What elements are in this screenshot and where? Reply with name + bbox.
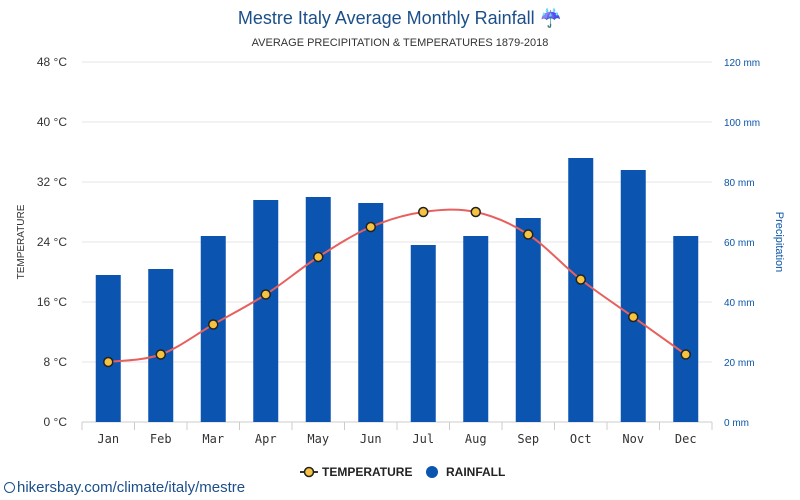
legend: TEMPERATURE RAINFALL	[300, 465, 505, 479]
temperature-point[interactable]	[365, 221, 376, 233]
temperature-line	[108, 208, 687, 363]
right-tick-label: 60 mm	[724, 238, 755, 249]
rainfall-bar[interactable]	[148, 269, 174, 422]
chart-title: Mestre Italy Average Monthly Rainfall ☔	[238, 7, 562, 28]
x-tick-label: Nov	[622, 432, 644, 446]
source-link[interactable]: hikersbay.com/climate/italy/mestre	[4, 479, 245, 496]
temperature-point[interactable]	[418, 206, 429, 218]
left-tick-label: 16 °C	[37, 295, 67, 309]
x-tick-label: May	[307, 432, 329, 446]
legend-item-temperature[interactable]: TEMPERATURE	[300, 465, 412, 479]
right-tick-label: 120 mm	[724, 58, 760, 69]
temperature-point[interactable]	[575, 274, 586, 285]
rainfall-bar[interactable]	[410, 245, 436, 422]
right-axis-ticks: 0 mm 20 mm 40 mm 60 mm 80 mm 100 mm 120 mm	[724, 58, 760, 429]
x-tick-label: Jan	[97, 432, 119, 446]
left-tick-label: 8 °C	[44, 355, 68, 369]
rainfall-bar[interactable]	[463, 236, 489, 422]
source-link-text: hikersbay.com/climate/italy/mestre	[17, 479, 246, 496]
x-tick-label: Dec	[675, 432, 697, 446]
legend-temperature-marker	[303, 466, 315, 478]
temperature-point[interactable]	[523, 229, 534, 240]
right-tick-label: 100 mm	[724, 118, 760, 129]
rainfall-bar[interactable]	[515, 218, 541, 422]
x-tick-label: Sep	[517, 432, 539, 446]
rainfall-bar[interactable]	[253, 200, 279, 422]
rainfall-bar[interactable]	[620, 170, 646, 422]
right-tick-label: 0 mm	[724, 418, 749, 429]
left-tick-label: 40 °C	[37, 115, 67, 129]
legend-temperature-label: TEMPERATURE	[322, 465, 412, 479]
left-tick-label: 24 °C	[37, 235, 67, 249]
left-axis-ticks: 0 °C 8 °C 16 °C 24 °C 32 °C 40 °C 48 °C	[37, 55, 67, 429]
x-tick-label: Aug	[465, 432, 487, 446]
rainfall-bar[interactable]	[568, 158, 594, 422]
rainfall-bar[interactable]	[673, 236, 699, 422]
chart-subtitle: AVERAGE PRECIPITATION & TEMPERATURES 187…	[252, 37, 549, 49]
legend-rainfall-label: RAINFALL	[446, 465, 505, 479]
temperature-point[interactable]	[680, 349, 691, 360]
x-tick-label: Oct	[570, 432, 592, 446]
umbrella-rain-icon: ☔	[540, 7, 562, 28]
temperature-point[interactable]	[155, 349, 166, 360]
legend-rainfall-marker	[426, 466, 438, 478]
legend-item-rainfall[interactable]: RAINFALL	[426, 465, 505, 479]
right-tick-label: 20 mm	[724, 358, 755, 369]
grid-lines	[81, 61, 713, 430]
x-axis-ticks: Jan Feb Mar Apr May Jun Jul Aug Sep Oct Nov Dec	[97, 432, 696, 446]
x-tick-label: Feb	[150, 432, 172, 446]
left-tick-label: 32 °C	[37, 175, 67, 189]
temperature-point[interactable]	[103, 356, 114, 368]
chart-title-text: Mestre Italy Average Monthly Rainfall	[238, 8, 535, 28]
temperature-point[interactable]	[470, 206, 481, 218]
rainfall-bars	[95, 158, 699, 422]
temperature-point[interactable]	[313, 251, 324, 263]
rainfall-bar[interactable]	[358, 203, 384, 422]
globe-icon	[4, 482, 15, 493]
rainfall-bar[interactable]	[305, 197, 331, 422]
right-tick-label: 40 mm	[724, 298, 755, 309]
temperature-line-layer	[103, 206, 691, 368]
x-tick-label: Jun	[360, 432, 382, 446]
left-tick-label: 48 °C	[37, 55, 67, 69]
temperature-point[interactable]	[260, 289, 271, 300]
left-tick-label: 0 °C	[44, 415, 68, 429]
right-axis-label: Precipitation	[773, 212, 785, 273]
temperature-point[interactable]	[628, 311, 639, 323]
x-tick-label: Jul	[412, 432, 434, 446]
temperature-point[interactable]	[208, 319, 219, 330]
x-tick-label: Apr	[255, 432, 277, 446]
x-tick-label: Mar	[202, 432, 224, 446]
rainfall-bar[interactable]	[95, 275, 121, 422]
left-axis-label: TEMPERATURE	[16, 204, 27, 279]
right-tick-label: 80 mm	[724, 178, 755, 189]
